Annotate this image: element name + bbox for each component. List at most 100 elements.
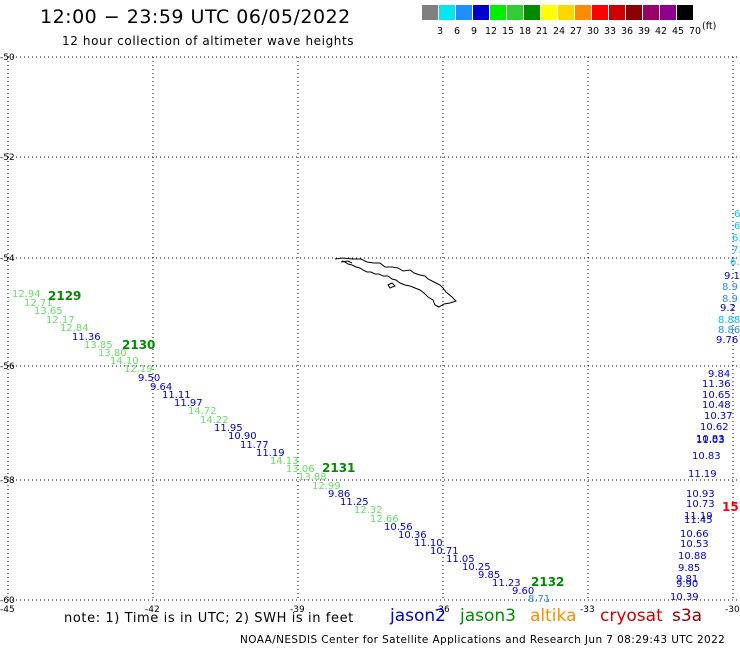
swh-reading: 10.88 [678,551,707,562]
swh-reading: 9.2 [720,303,736,314]
legend-swatch [592,5,608,20]
swh-reading: 9.64 [150,382,172,393]
satellite-name: altika [530,606,577,626]
swh-reading: 12.99 [312,481,341,492]
legend-swatch [609,5,625,20]
swh-reading: 10.62 [700,422,729,433]
swh-reading: 10.56 [384,522,413,533]
swh-reading: 10.83 [692,451,721,462]
lat-lon-grid [7,56,740,601]
swh-reading: 10.65 [702,390,731,401]
swh-reading: 6. [732,233,740,244]
swh-reading: 11.77 [240,440,269,451]
swh-reading: 10.48 [702,400,731,411]
swh-reading: 13.88 [298,472,327,483]
swh-reading: 7. [732,245,740,256]
swh-reading: 8.9 [722,294,738,305]
legend-bin-label: 18 [518,26,532,37]
swh-reading: 11.25 [340,497,369,508]
legend-swatch [422,5,438,20]
swh-reading: 12.84 [60,323,89,334]
swh-reading: 10.36 [398,530,427,541]
legend-bin-label: 36 [620,26,634,37]
legend-bin-label: 21 [535,26,549,37]
satellite-name: jason2 [390,606,446,626]
legend-bin-label: 15 [501,26,515,37]
swh-reading: 6. [734,209,740,220]
swh-reading: 14.13 [270,456,299,467]
swh-reading: 10.66 [680,529,709,540]
swh-reading: 10.39 [670,592,699,603]
legend-swatch [439,5,455,20]
swh-reading: 6.9 [730,257,740,268]
swh-reading: 12.32 [354,505,383,516]
swh-reading: 13.85 [84,340,113,351]
swh-reading: 11.05 [446,554,475,565]
map-subtitle: 12 hour collection of altimeter wave hei… [62,34,355,48]
swh-reading: 9.60 [512,586,534,597]
legend-bin-label: 33 [603,26,617,37]
swh-reading: 14.22 [200,415,229,426]
swh-reading: 8.88 [718,315,740,326]
swh-reading: 6. [734,221,740,232]
lat-tick-label: -50 [0,53,15,63]
lat-tick-label: -56 [0,362,15,372]
wave-height-readings: 12.9412.7113.6512.1712.8411.3613.8513.80… [12,209,740,605]
swh-reading: 10.53 [680,539,709,550]
swh-reading: 13.65 [34,306,63,317]
orbit-number-label: 15. [722,500,740,514]
swh-reading: 11.45 [684,515,713,526]
swh-reading: 9.81 [676,574,698,585]
legend-bin-label: 39 [637,26,651,37]
orbit-number-label: 2132 [531,575,564,589]
legend-swatch [507,5,523,20]
swh-reading: 9.1 [724,271,740,282]
legend-bin-label: 9 [470,26,478,37]
swh-reading: 14.10 [110,356,139,367]
satellite-name: s3a [672,606,703,626]
swh-reading: 10.37 [704,411,733,422]
legend-bin-label: 24 [552,26,566,37]
lat-tick-label: -58 [0,476,15,486]
legend-bin-label: 70 [688,26,702,37]
swh-reading: 11.36 [702,379,731,390]
legend-swatch [524,5,540,20]
swh-reading: 10.71 [430,546,459,557]
island-fragment [340,260,396,289]
swh-reading: 12.19 [124,364,153,375]
satellite-name: cryosat [600,606,663,626]
legend-bin-label: 30 [586,26,600,37]
lon-tick-label: -45 [0,605,15,615]
swh-reading: 13.06 [286,464,315,475]
swh-reading: 11.97 [174,398,203,409]
swh-reading: 10.90 [228,431,257,442]
legend-swatch [643,5,659,20]
swh-reading: 11.10 [414,538,443,549]
axis-tick-labels: -45 -42 -39 -36 -33 -30 -50 -52 -54 -56 -58 -60 [0,53,740,615]
legend-unit: (ft) [702,21,717,32]
swh-reading: 11.23 [492,578,521,589]
swh-reading: 9.50 [138,373,160,384]
lon-tick-label: -36 [435,605,450,615]
swh-reading: 9.85 [678,563,700,574]
legend-bin-label: 27 [569,26,583,37]
swh-reading: 9.85 [478,570,500,581]
lon-tick-label: -30 [725,605,740,615]
swh-reading: 11.03 [696,435,725,446]
swh-reading: 8.71 [528,594,550,605]
swh-reading: 8.9 [722,282,738,293]
legend-swatch [626,5,642,20]
swh-reading: 11.36 [72,332,101,343]
swh-reading: 14.72 [188,406,217,417]
swh-reading: 13.80 [98,348,127,359]
swh-reading: 9.86 [328,489,350,500]
legend-bin-label: 12 [484,26,498,37]
legend-bin-label: 3 [436,26,444,37]
swh-reading: 12.66 [370,514,399,525]
swh-reading: 9.90 [676,579,698,590]
swh-reading: 9.84 [708,369,730,380]
credit-line: NOAA/NESDIS Center for Satellite Applica… [240,634,726,646]
lon-tick-label: -33 [580,605,595,615]
lat-tick-label: -52 [0,153,15,163]
